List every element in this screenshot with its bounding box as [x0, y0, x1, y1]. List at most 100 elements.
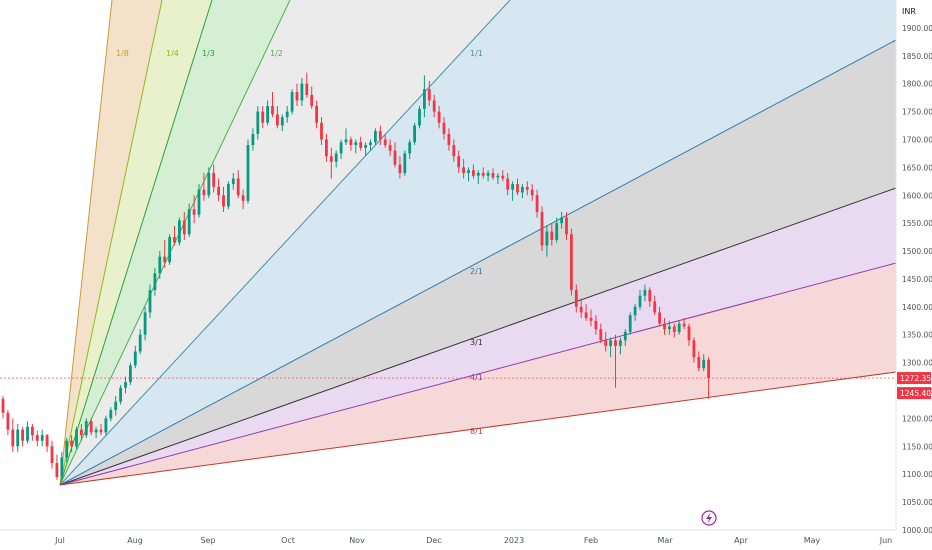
lightning-icon[interactable]	[701, 510, 717, 526]
price-tick-label: 1400.00	[902, 303, 932, 312]
fan-line-6	[59, 187, 897, 486]
candle	[45, 434, 49, 452]
candle	[256, 106, 260, 140]
candle	[643, 284, 647, 302]
price-tick-label: 1100.00	[902, 470, 932, 479]
candle	[305, 72, 309, 98]
candle	[320, 117, 323, 146]
candle	[467, 167, 470, 182]
candle	[663, 318, 666, 335]
fan-label-5: 2/1	[470, 267, 483, 276]
candle	[315, 100, 318, 129]
fan-label-8: 8/1	[470, 427, 483, 436]
gann-fan-fills	[60, 0, 896, 485]
price-tick-label: 1800.00	[902, 80, 932, 89]
candle	[187, 203, 191, 238]
price-tick-label: 1900.00	[902, 24, 932, 33]
candle	[486, 170, 490, 182]
candle	[325, 133, 328, 162]
candle	[153, 267, 157, 296]
candle	[16, 424, 20, 452]
candle	[383, 133, 387, 148]
time-tick-label: Dec	[426, 536, 441, 545]
time-tick-label: Jun	[879, 536, 893, 545]
price-tick-label: 1550.00	[902, 219, 932, 228]
fan-label-6: 3/1	[470, 338, 483, 347]
candle	[40, 429, 44, 447]
svg-text:1245.40: 1245.40	[900, 389, 931, 398]
fan-label-7: 4/1	[470, 373, 483, 382]
fan-line-5	[59, 39, 897, 486]
candle	[555, 217, 559, 243]
candle	[599, 323, 603, 344]
candle	[227, 181, 230, 210]
candle	[579, 298, 583, 318]
candle	[506, 172, 510, 196]
candle	[276, 106, 279, 129]
price-tick-label: 1350.00	[902, 331, 932, 340]
candle	[148, 284, 152, 318]
candle	[334, 150, 338, 168]
candle	[496, 172, 500, 185]
price-axis-panel	[896, 0, 932, 550]
candle	[266, 100, 269, 126]
candle	[462, 159, 465, 179]
currency-label: INR	[902, 7, 916, 16]
candle	[197, 184, 201, 218]
candle	[354, 139, 358, 154]
candle	[104, 415, 108, 436]
candle	[501, 170, 505, 182]
candle	[163, 239, 167, 268]
candle	[26, 421, 29, 444]
candle	[178, 217, 181, 246]
candle	[638, 290, 642, 310]
candle	[261, 106, 265, 129]
candle	[129, 362, 132, 385]
candle	[633, 304, 637, 321]
candle	[565, 212, 568, 240]
svg-text:1272.35: 1272.35	[900, 374, 931, 383]
candle	[672, 323, 676, 338]
candle	[364, 142, 367, 157]
candle	[168, 234, 171, 265]
price-tick-label: 1050.00	[902, 498, 932, 507]
candle	[442, 117, 446, 140]
time-tick-label: 2023	[504, 536, 524, 545]
candle	[114, 396, 118, 416]
candle	[398, 156, 402, 179]
candle	[290, 89, 294, 115]
price-tick-label: 1150.00	[902, 442, 932, 451]
candle	[217, 178, 220, 201]
candle	[374, 128, 377, 146]
candle	[692, 337, 696, 363]
candle	[682, 318, 686, 330]
candle	[604, 331, 608, 352]
candle	[55, 454, 59, 480]
candle	[300, 78, 304, 106]
time-tick-label: Aug	[127, 536, 143, 545]
time-tick-label: May	[804, 536, 821, 545]
fan-label-3: 1/2	[270, 49, 283, 58]
candle	[388, 139, 392, 157]
candle	[550, 223, 554, 246]
candle	[344, 128, 348, 146]
candle	[124, 376, 127, 394]
candle	[574, 284, 578, 313]
gann-fan-lines	[59, 0, 897, 486]
candle	[560, 212, 563, 229]
candle	[65, 437, 69, 464]
candle	[511, 181, 514, 201]
candle	[589, 309, 593, 327]
candle	[393, 142, 397, 168]
candle	[423, 75, 426, 118]
price-axis: 1000.001050.001100.001150.001200.001250.…	[902, 24, 932, 535]
candle	[481, 167, 485, 179]
time-axis: Jul Aug Sep Oct Nov Dec 2023 Feb Mar Apr May Jun	[54, 536, 892, 545]
candle	[369, 139, 372, 151]
candle	[222, 186, 225, 212]
price-tick-label: 1300.00	[902, 359, 932, 368]
candle	[516, 178, 519, 196]
candle	[80, 424, 83, 441]
candle	[241, 189, 245, 210]
